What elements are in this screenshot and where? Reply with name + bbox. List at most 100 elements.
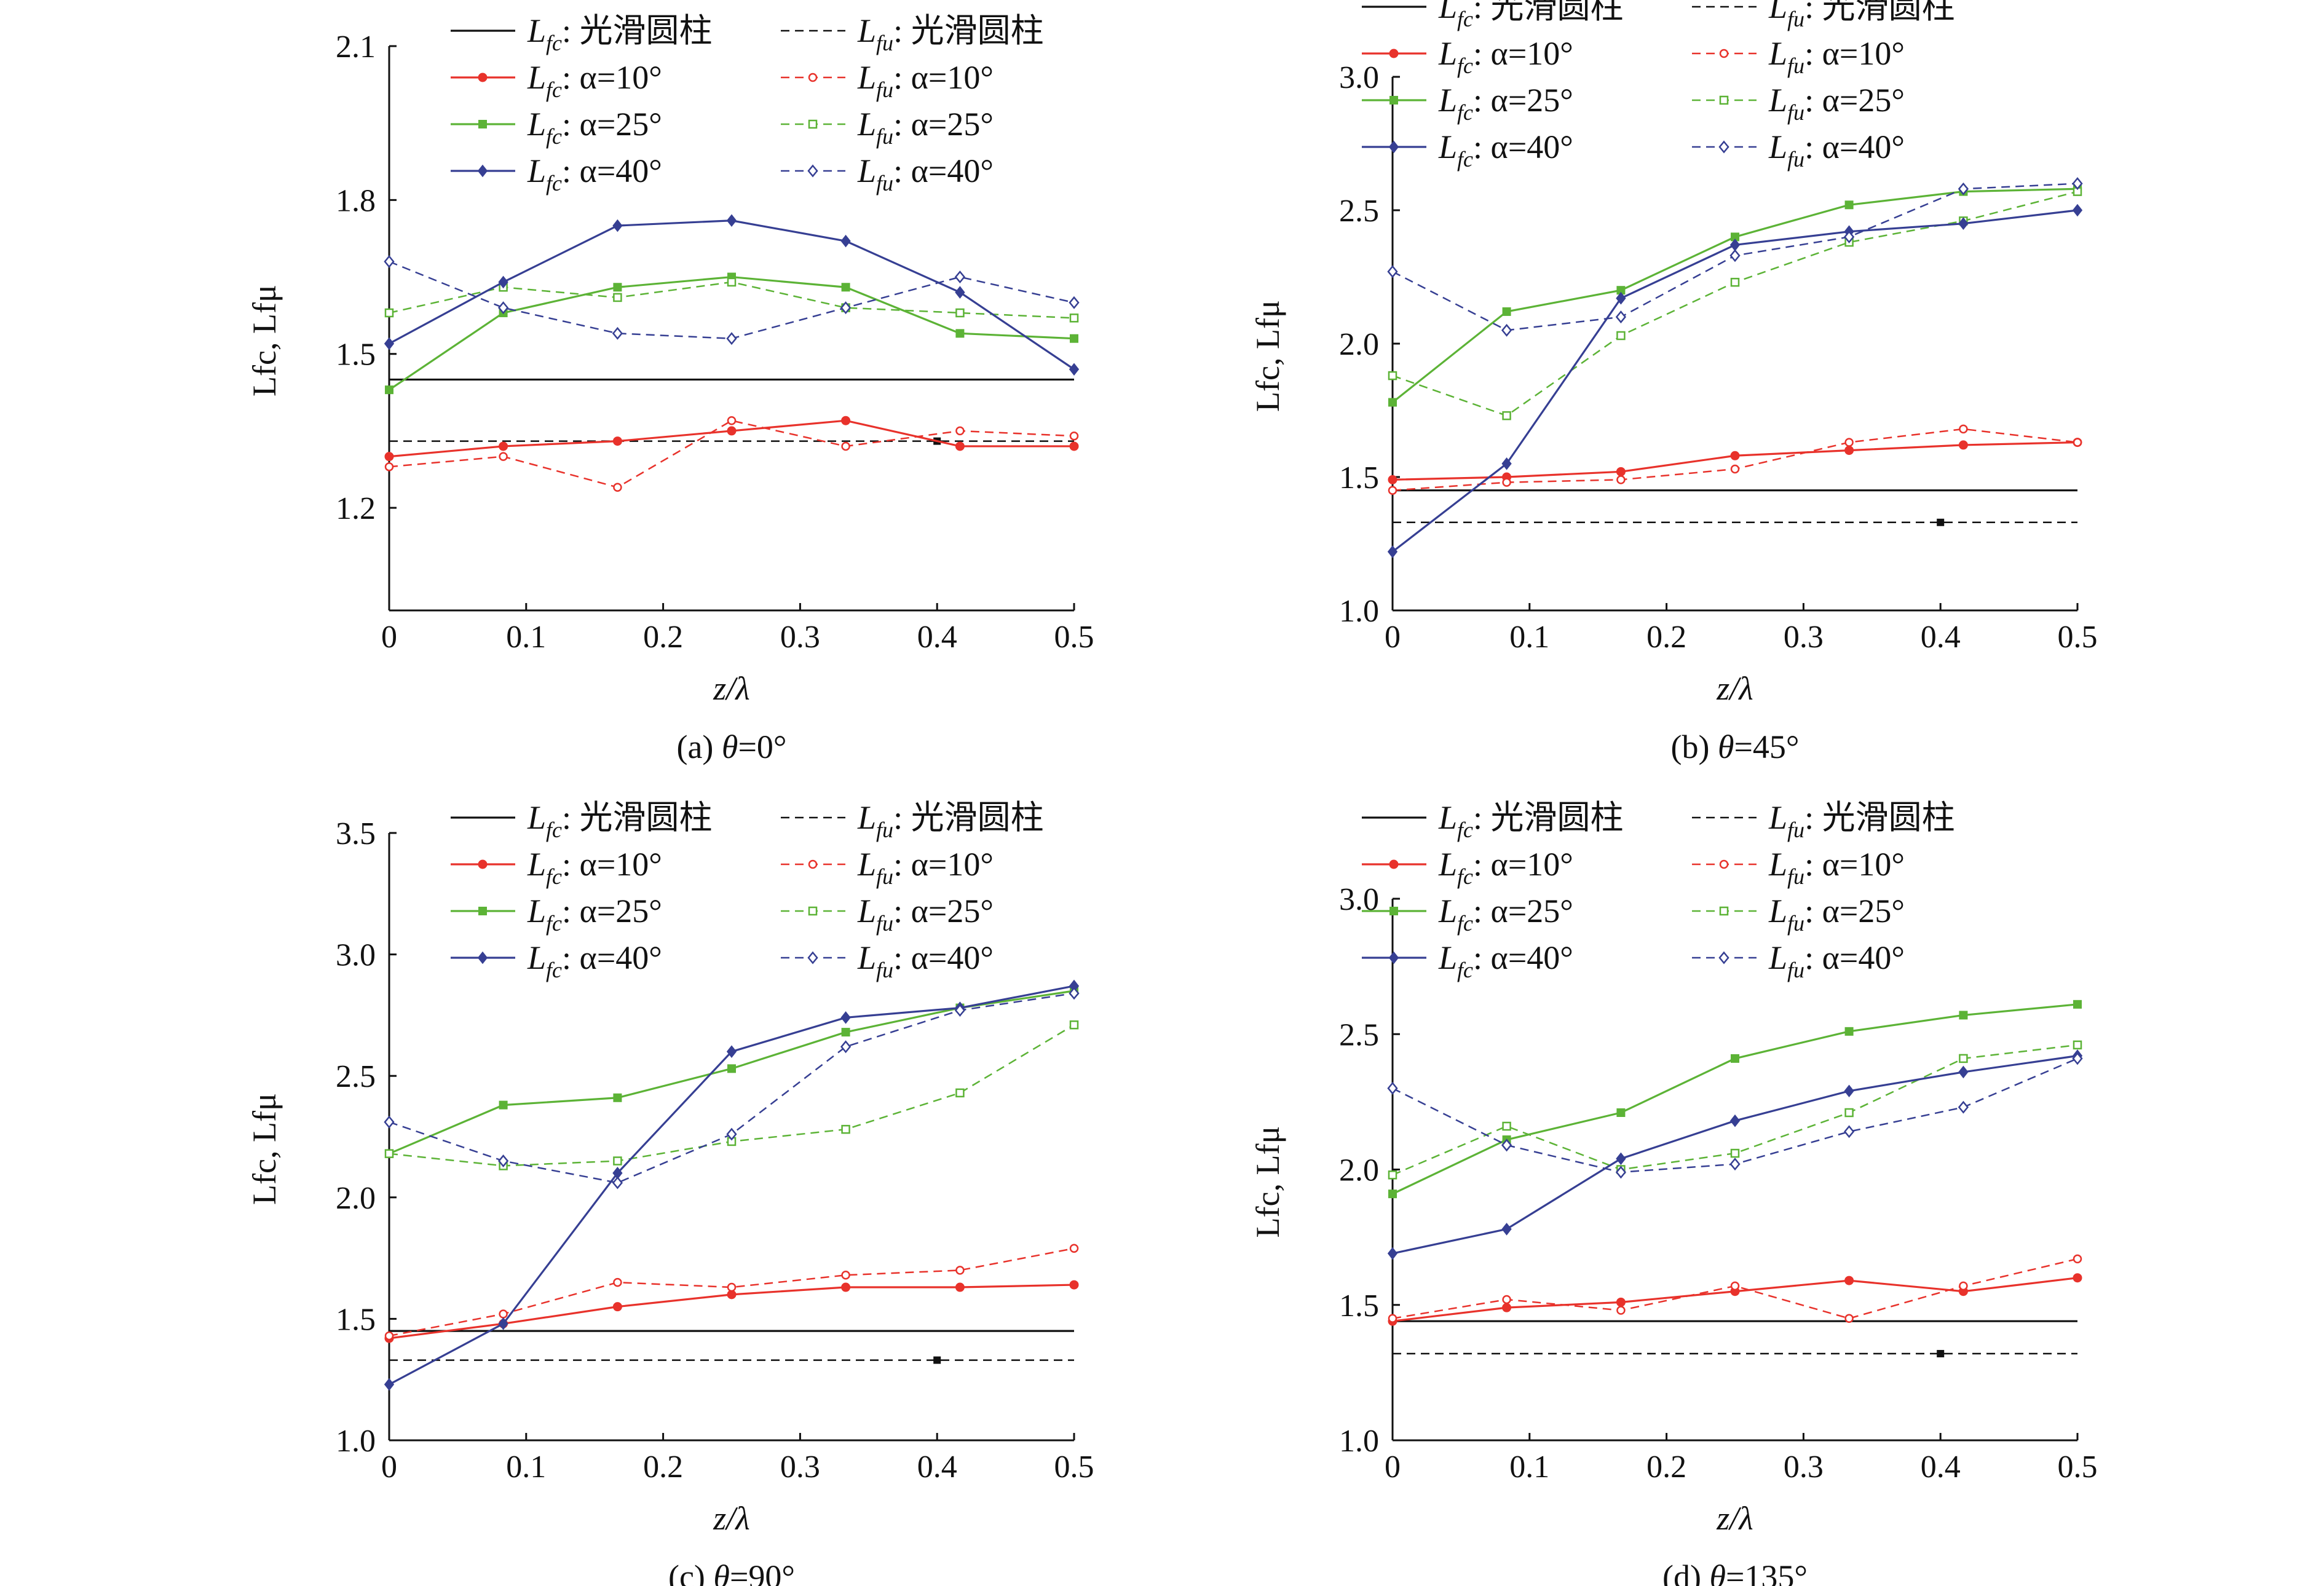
data-point <box>1615 310 1627 324</box>
legend-colon: : <box>1804 128 1822 165</box>
legend-L: L <box>527 59 546 96</box>
legend-label: Lfc: 光滑圆柱 <box>527 799 713 842</box>
data-point <box>1959 1281 1968 1291</box>
legend-colon: : <box>1473 939 1491 976</box>
legend-entry-Lfc-a25: Lfc: α=25° <box>1362 82 1573 125</box>
legend-L: L <box>1438 939 1457 976</box>
data-point <box>954 270 966 284</box>
x-tick-label: 0.2 <box>643 1450 683 1485</box>
x-tick-label: 0.3 <box>1784 620 1824 655</box>
data-point <box>1388 475 1397 484</box>
legend-label: Lfu: α=40° <box>857 939 994 982</box>
data-point <box>933 1356 941 1364</box>
legend-label: Lfu: α=10° <box>857 846 994 889</box>
data-point <box>1502 1295 1511 1304</box>
legend-label: Lfc: α=25° <box>527 893 662 936</box>
legend-marker-swatch <box>478 859 488 869</box>
y-tick-label: 3.0 <box>336 938 376 973</box>
y-tick-label: 2.1 <box>336 30 376 65</box>
data-point <box>1616 467 1626 476</box>
legend-colon: : <box>562 799 580 836</box>
data-point <box>1958 217 1969 231</box>
y-tick-label: 1.0 <box>336 1424 376 1459</box>
data-point <box>1388 1190 1397 1199</box>
y-tick-label: 1.5 <box>336 1302 376 1337</box>
data-point <box>1501 1223 1512 1236</box>
legend-colon: : <box>562 106 580 143</box>
legend-subscript: fu <box>876 171 893 195</box>
data-point <box>841 1028 850 1037</box>
legend-subscript: fc <box>546 77 562 102</box>
data-point <box>497 301 509 315</box>
legend-colon: : <box>562 893 580 929</box>
y-axis-label: Lfc, Lfμ <box>246 1093 283 1205</box>
panel-caption: (c) θ=90° <box>668 1558 795 1586</box>
legend-marker-swatch <box>1719 859 1729 869</box>
data-point <box>726 214 737 227</box>
data-point <box>1730 277 1740 287</box>
data-point <box>1958 440 1968 450</box>
legend-colon: : <box>1473 799 1491 836</box>
data-point <box>499 452 508 461</box>
legend-L: L <box>857 846 876 883</box>
legend-entry-Lfu-smooth: Lfu: 光滑圆柱 <box>1692 0 1955 31</box>
data-point <box>384 1115 395 1129</box>
legend-colon: : <box>1473 35 1491 72</box>
legend-subscript: fc <box>546 958 562 982</box>
data-point <box>1937 1350 1945 1358</box>
x-tick-label: 0.1 <box>506 620 546 655</box>
legend-subscript: fu <box>1787 7 1804 31</box>
data-point <box>499 1100 508 1110</box>
legend-colon: : <box>893 939 911 976</box>
legend-subscript: fc <box>1457 958 1473 982</box>
data-point <box>1388 398 1397 407</box>
data-point <box>954 1004 966 1017</box>
legend-marker-swatch <box>808 73 818 82</box>
y-tick-label: 2.5 <box>1339 194 1379 229</box>
data-point <box>1388 1314 1397 1324</box>
legend-text: α=40° <box>580 152 662 189</box>
legend-subscript: fc <box>546 31 562 55</box>
legend-marker-swatch <box>478 73 488 82</box>
data-point <box>1069 314 1079 323</box>
data-point <box>840 1040 852 1054</box>
data-point <box>840 1011 851 1024</box>
legend-entry-Lfc-smooth: Lfc: 光滑圆柱 <box>451 12 713 55</box>
legend-entry-Lfu-a25: Lfu: α=25° <box>1692 82 1905 125</box>
data-point <box>1388 371 1397 381</box>
legend-text: α=10° <box>911 846 994 883</box>
x-tick-label: 0 <box>1385 1450 1401 1485</box>
legend-marker-swatch <box>808 859 818 869</box>
data-point <box>1616 1152 1626 1166</box>
data-point <box>841 1282 851 1292</box>
legend-label: Lfc: 光滑圆柱 <box>1438 799 1624 842</box>
data-point <box>384 337 395 350</box>
legend-text: α=25° <box>580 893 662 929</box>
legend-text: α=25° <box>911 106 994 143</box>
x-tick-label: 0 <box>381 1450 397 1485</box>
legend-colon: : <box>1473 893 1491 929</box>
data-point <box>1729 1158 1741 1171</box>
legend-marker-swatch <box>1718 140 1729 154</box>
legend-subscript: fu <box>876 958 893 982</box>
x-tick-label: 0 <box>381 620 397 655</box>
legend-entry-Lfu-a40: Lfu: α=40° <box>1692 128 1905 172</box>
legend-text: α=10° <box>1491 846 1573 883</box>
legend-label: Lfc: α=40° <box>527 939 662 982</box>
legend-subscript: fc <box>546 171 562 195</box>
series-Lfu-a40 <box>384 255 1080 345</box>
legend-subscript: fu <box>1787 864 1804 889</box>
legend-entry-Lfc-a10: Lfc: α=10° <box>451 59 662 102</box>
data-point <box>613 483 622 492</box>
legend-colon: : <box>1804 799 1822 836</box>
legend-label: Lfu: α=40° <box>1768 128 1905 172</box>
legend-text: α=25° <box>580 106 662 143</box>
y-tick-label: 2.0 <box>336 1181 376 1216</box>
legend-L: L <box>1768 128 1787 165</box>
panel-caption: (d) θ=135° <box>1662 1558 1808 1586</box>
legend-subscript: fc <box>1457 53 1473 78</box>
legend-entry-Lfc-a10: Lfc: α=10° <box>451 846 662 889</box>
data-point <box>1616 291 1626 305</box>
